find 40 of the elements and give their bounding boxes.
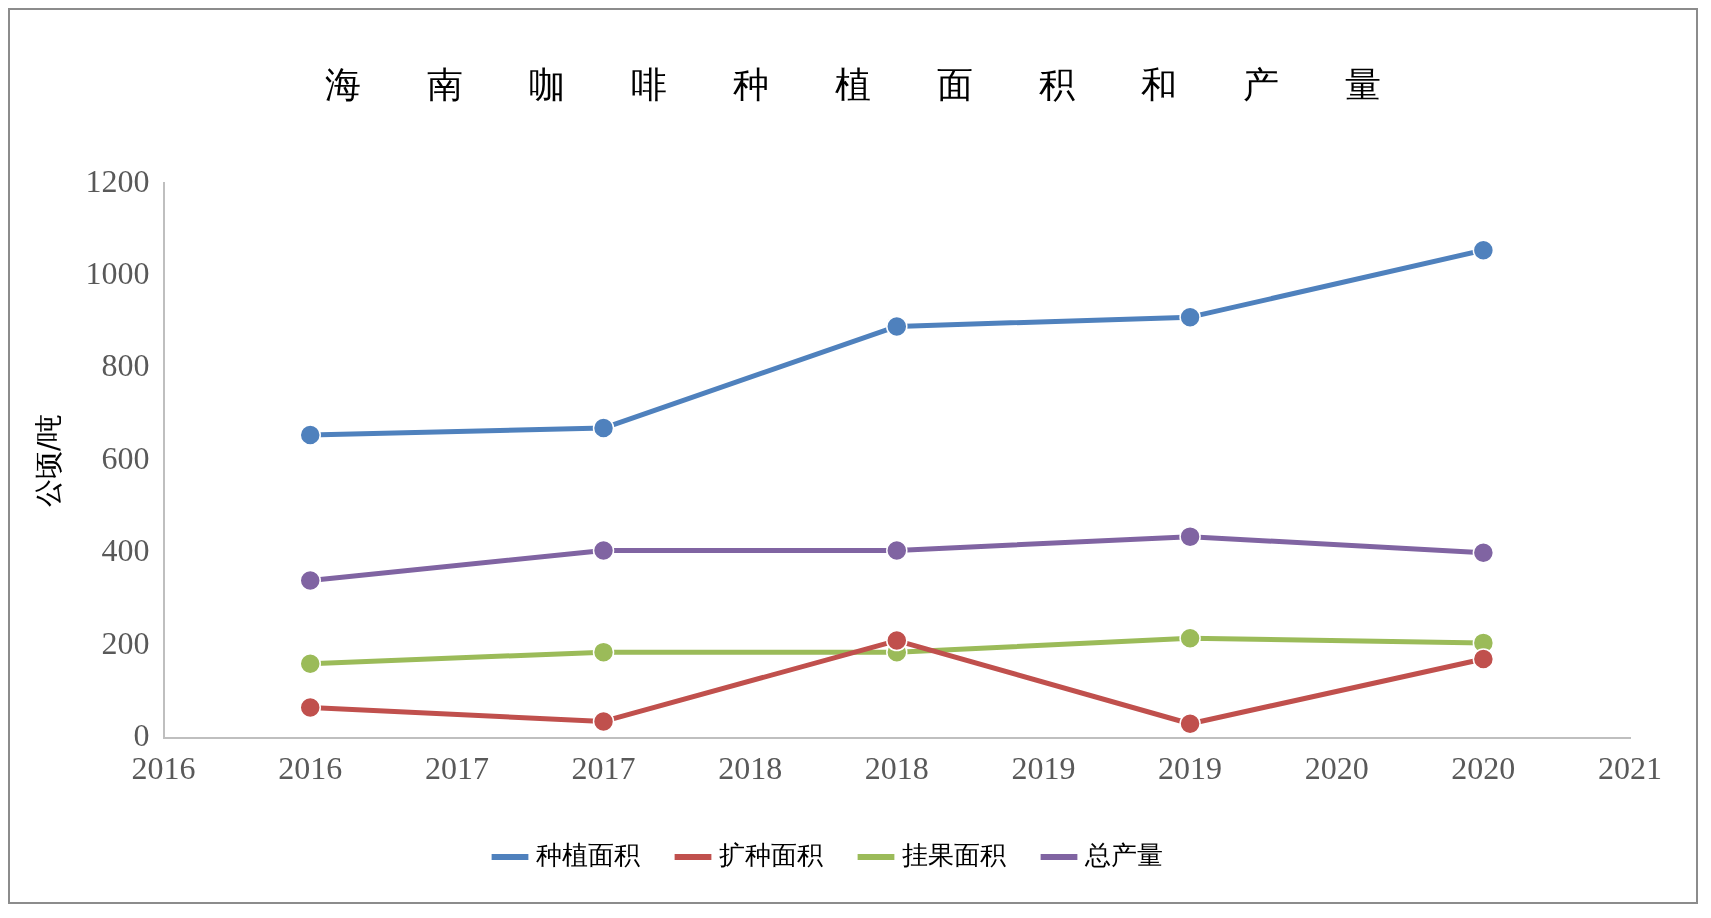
chart-title: 海南咖啡种植面积和产量 bbox=[324, 63, 1448, 107]
x-tick-label: 2021 bbox=[1598, 750, 1662, 787]
legend-label: 挂果面积 bbox=[902, 839, 1006, 870]
point bbox=[592, 641, 615, 663]
y-axis-title: 公顷/吨 bbox=[32, 413, 66, 508]
x-tick-label: 2019 bbox=[1011, 750, 1076, 787]
legend-label: 种植面积 bbox=[536, 839, 640, 870]
y-tick-label: 1200 bbox=[85, 162, 150, 199]
y-tick-label: 1000 bbox=[85, 255, 150, 292]
point bbox=[592, 710, 615, 733]
point bbox=[592, 417, 615, 439]
x-tick-label: 2020 bbox=[1451, 750, 1516, 787]
point bbox=[886, 629, 908, 652]
point bbox=[1472, 239, 1495, 261]
x-tick-label: 2017 bbox=[571, 750, 636, 787]
point bbox=[1179, 525, 1201, 548]
point bbox=[1179, 627, 1201, 650]
x-tick-label: 2020 bbox=[1304, 750, 1369, 787]
point bbox=[299, 569, 321, 592]
y-tick-label: 600 bbox=[101, 439, 150, 476]
y-tick-label: 200 bbox=[101, 624, 150, 661]
x-tick-label: 2016 bbox=[278, 750, 343, 787]
point bbox=[1472, 648, 1495, 670]
x-tick-label: 2017 bbox=[424, 750, 489, 787]
point bbox=[886, 539, 908, 562]
point bbox=[299, 424, 321, 446]
legend-label: 扩种面积 bbox=[719, 839, 823, 870]
y-tick-label: 400 bbox=[101, 532, 150, 569]
point bbox=[592, 539, 615, 562]
point bbox=[1179, 306, 1201, 328]
point bbox=[299, 696, 321, 719]
point bbox=[886, 315, 908, 338]
point bbox=[299, 652, 321, 675]
point bbox=[1472, 542, 1495, 564]
x-tick-label: 2018 bbox=[718, 750, 783, 787]
legend-label: 总产量 bbox=[1084, 839, 1163, 870]
y-tick-label: 800 bbox=[101, 347, 150, 384]
point bbox=[1179, 712, 1201, 735]
x-tick-label: 2018 bbox=[864, 750, 929, 787]
x-tick-label: 2019 bbox=[1158, 750, 1223, 787]
